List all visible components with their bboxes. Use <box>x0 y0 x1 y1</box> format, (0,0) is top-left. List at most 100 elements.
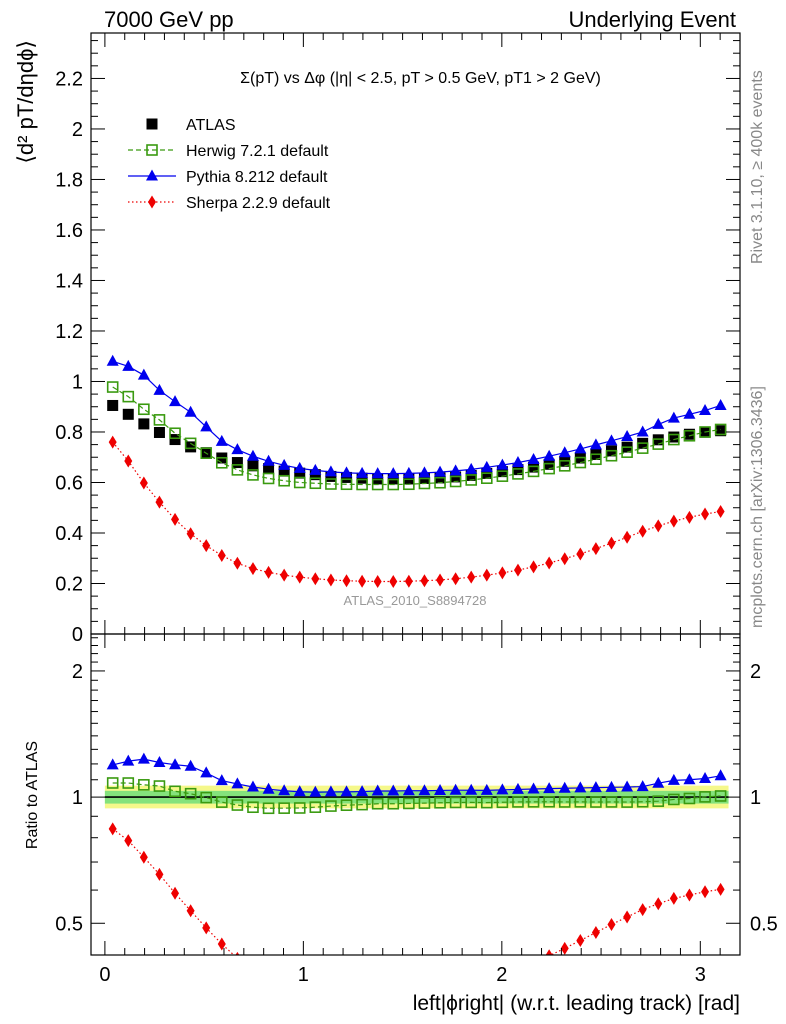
data-point <box>340 478 353 491</box>
ratio-point <box>235 951 240 955</box>
ratio-point <box>186 904 195 918</box>
data-point <box>200 447 213 459</box>
data-point <box>356 466 369 478</box>
data-point <box>294 467 306 479</box>
ratio-point <box>685 888 694 902</box>
data-point <box>108 435 117 449</box>
data-point <box>358 574 367 588</box>
ratio-line <box>112 758 721 793</box>
legend-marker <box>148 195 156 209</box>
ratio-point <box>293 785 306 797</box>
ratio-point <box>449 783 462 795</box>
ratio-point <box>374 988 382 1001</box>
data-point <box>106 354 119 366</box>
ratio-point <box>480 796 493 809</box>
data-point <box>574 442 587 454</box>
rivet-label: Rivet 3.1.10, ≥ 400k events <box>749 70 766 264</box>
ratio-point <box>293 802 306 814</box>
data-point <box>293 476 306 489</box>
data-point <box>311 572 320 586</box>
data-point <box>574 456 587 469</box>
data-point <box>545 556 554 570</box>
ratio-axis-title: Ratio to ATLAS <box>24 741 41 849</box>
data-point <box>512 468 524 480</box>
ratio-point <box>511 782 524 794</box>
data-point <box>138 403 150 416</box>
legend: ATLAS Herwig 7.2.1 default Pythia 8.212 de… <box>128 117 331 212</box>
data-point <box>124 454 133 468</box>
ratio-point <box>122 777 135 789</box>
data-point <box>621 446 633 458</box>
data-point <box>636 442 649 454</box>
data-point <box>652 417 665 429</box>
data-point <box>371 478 384 491</box>
ratio-point <box>309 785 322 797</box>
data-point <box>387 478 400 491</box>
data-point <box>714 423 727 436</box>
ratio-point <box>669 891 678 905</box>
ratio-point <box>340 785 353 797</box>
ratio-point <box>496 783 509 795</box>
header-left: 7000 GeV pp <box>104 7 234 32</box>
ratio-point <box>402 784 415 796</box>
data-point <box>436 573 445 587</box>
ratio-point <box>699 791 711 803</box>
ratio-point <box>607 918 616 932</box>
ratio-point <box>621 796 633 808</box>
tick-label: 2 <box>496 964 507 986</box>
data-point <box>215 456 228 469</box>
ratio-point <box>605 796 618 808</box>
ratio-point <box>512 796 524 808</box>
tick-label: 1 <box>72 371 83 393</box>
tick-label: 0 <box>99 964 110 986</box>
data-point <box>153 426 165 438</box>
data-point <box>465 462 478 474</box>
data-point <box>543 462 555 475</box>
ratio-point <box>590 796 602 808</box>
ratio-point <box>543 782 556 794</box>
ratio-point <box>327 985 335 998</box>
ratio-point <box>356 785 369 797</box>
ratio-point <box>262 782 275 794</box>
ratio-point <box>171 886 180 900</box>
legend-marker <box>146 169 158 181</box>
ratio-point <box>153 756 166 768</box>
ratio-point <box>153 780 166 792</box>
ratio-point <box>343 987 351 1000</box>
data-point <box>513 563 522 577</box>
ratio-point <box>480 783 493 795</box>
data-point <box>529 560 538 574</box>
data-point <box>278 465 290 477</box>
data-point <box>247 460 259 472</box>
ratio-point <box>545 949 553 955</box>
chart-title: Σ(pT) vs Δφ (|η| < 2.5, pT > 0.5 GeV, pT… <box>240 70 601 87</box>
ratio-point <box>106 777 119 789</box>
data-point <box>621 430 634 442</box>
tick-label: 1 <box>72 787 83 809</box>
ratio-point <box>108 822 117 836</box>
ratio-point <box>558 781 571 793</box>
tick-label: 2 <box>750 661 761 683</box>
ratio-point <box>683 773 696 785</box>
data-point <box>309 477 322 490</box>
data-point <box>715 425 727 437</box>
data-point <box>638 524 647 538</box>
ratio-point <box>701 885 710 899</box>
ratio-point <box>558 796 571 808</box>
tick-label: 2 <box>72 119 83 141</box>
ratio-point <box>530 956 538 969</box>
ratio-point <box>465 796 478 809</box>
data-point <box>262 454 275 466</box>
x-axis-title: left|ϕright| (w.r.t. leading track) [rad… <box>413 992 740 1015</box>
data-point <box>122 408 134 420</box>
ratio-point <box>434 783 447 795</box>
tick-label: 1 <box>750 787 761 809</box>
data-point <box>326 573 335 587</box>
tick-label: 0 <box>72 624 83 646</box>
ratio-point <box>169 785 181 798</box>
series-line <box>112 360 721 475</box>
ratio-point <box>340 799 353 812</box>
ratio-point <box>138 779 150 791</box>
data-point <box>246 449 259 461</box>
header-right: Underlying Event <box>568 7 736 32</box>
